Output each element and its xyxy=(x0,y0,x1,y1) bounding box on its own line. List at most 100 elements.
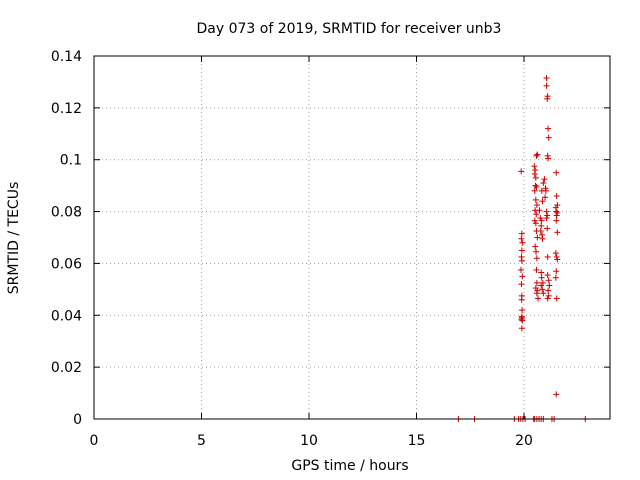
data-point xyxy=(543,75,550,82)
data-point xyxy=(552,274,559,281)
data-point xyxy=(533,279,540,286)
data-point xyxy=(540,290,547,297)
data-point xyxy=(545,292,552,299)
chart-title: Day 073 of 2019, SRMTID for receiver unb… xyxy=(197,21,502,37)
data-point xyxy=(553,268,560,275)
data-point xyxy=(553,193,560,200)
data-point xyxy=(545,155,552,162)
y-axis-label: SRMTID / TECUs xyxy=(6,182,22,295)
data-points xyxy=(455,75,589,422)
data-point xyxy=(554,229,561,236)
data-point xyxy=(544,225,551,232)
data-point xyxy=(532,243,539,250)
y-tick-label: 0.02 xyxy=(51,360,82,376)
x-tick-label: 5 xyxy=(197,433,206,449)
data-point xyxy=(518,168,525,175)
data-point xyxy=(553,253,560,260)
x-axis-label: GPS time / hours xyxy=(291,458,408,474)
x-tick-label: 10 xyxy=(300,433,318,449)
data-point xyxy=(518,257,525,264)
x-tick-label: 20 xyxy=(515,433,533,449)
data-point xyxy=(519,239,526,246)
data-point xyxy=(533,266,540,273)
data-point xyxy=(518,235,525,242)
y-tick-label: 0.14 xyxy=(51,49,82,65)
data-point xyxy=(533,202,540,209)
data-point xyxy=(533,183,540,190)
axis-ticks xyxy=(93,55,610,420)
plot-frame xyxy=(93,55,611,420)
data-point xyxy=(544,212,551,219)
data-point xyxy=(538,217,545,224)
data-point xyxy=(518,316,525,323)
data-point xyxy=(519,307,526,314)
data-point xyxy=(538,269,545,276)
data-point xyxy=(543,215,550,222)
data-point xyxy=(538,282,545,289)
data-point xyxy=(542,194,549,201)
data-point xyxy=(519,317,526,324)
data-point xyxy=(532,220,539,227)
data-point xyxy=(544,253,551,260)
x-tick-label: 15 xyxy=(408,433,426,449)
data-point xyxy=(554,209,561,216)
data-point xyxy=(539,198,546,205)
y-tick-label: 0.1 xyxy=(60,153,82,169)
data-point xyxy=(553,169,560,176)
data-point xyxy=(518,325,525,332)
data-point xyxy=(542,187,549,194)
y-tick-label: 0.06 xyxy=(51,256,82,272)
data-point xyxy=(543,208,550,215)
y-tick-labels: 0 0.02 0.04 0.06 0.08 0.1 0.12 0.14 xyxy=(51,49,82,428)
data-point xyxy=(537,228,544,235)
data-point xyxy=(537,215,544,222)
data-point xyxy=(541,176,548,183)
y-tick-label: 0.08 xyxy=(51,205,82,221)
data-point xyxy=(531,170,538,177)
y-tick-label: 0.12 xyxy=(51,101,82,117)
data-point xyxy=(518,281,525,288)
data-point xyxy=(553,212,560,219)
data-point xyxy=(545,277,552,284)
x-tick-labels: 0 5 10 15 20 xyxy=(90,433,533,449)
y-tick-label: 0.04 xyxy=(51,308,82,324)
data-point xyxy=(534,234,541,241)
x-tick-label: 0 xyxy=(90,433,99,449)
data-point xyxy=(517,266,524,273)
data-point xyxy=(518,296,525,303)
data-point xyxy=(532,196,539,203)
data-point xyxy=(538,274,545,281)
data-point xyxy=(518,247,525,254)
data-point xyxy=(531,217,538,224)
data-point xyxy=(544,95,551,102)
data-point xyxy=(544,272,551,279)
data-point xyxy=(534,151,541,158)
data-point xyxy=(544,295,551,302)
data-point xyxy=(518,230,525,237)
data-point xyxy=(533,211,540,218)
data-point xyxy=(546,282,553,289)
data-point xyxy=(531,163,538,170)
data-point xyxy=(533,152,540,159)
data-point xyxy=(538,222,545,229)
grid xyxy=(94,56,610,419)
data-point xyxy=(539,286,546,293)
data-point xyxy=(533,255,540,262)
data-point xyxy=(534,295,541,302)
data-point xyxy=(539,235,546,242)
data-point xyxy=(553,295,560,302)
data-point xyxy=(519,273,526,280)
data-point xyxy=(536,207,543,214)
y-tick-label: 0 xyxy=(73,412,82,428)
data-point xyxy=(543,82,550,89)
data-point xyxy=(532,174,539,181)
data-point xyxy=(540,180,547,187)
data-point xyxy=(533,290,540,297)
data-point xyxy=(532,182,539,189)
data-point xyxy=(545,134,552,141)
data-point xyxy=(554,256,561,263)
data-point xyxy=(553,217,560,224)
data-point xyxy=(533,248,540,255)
data-point xyxy=(552,250,559,257)
